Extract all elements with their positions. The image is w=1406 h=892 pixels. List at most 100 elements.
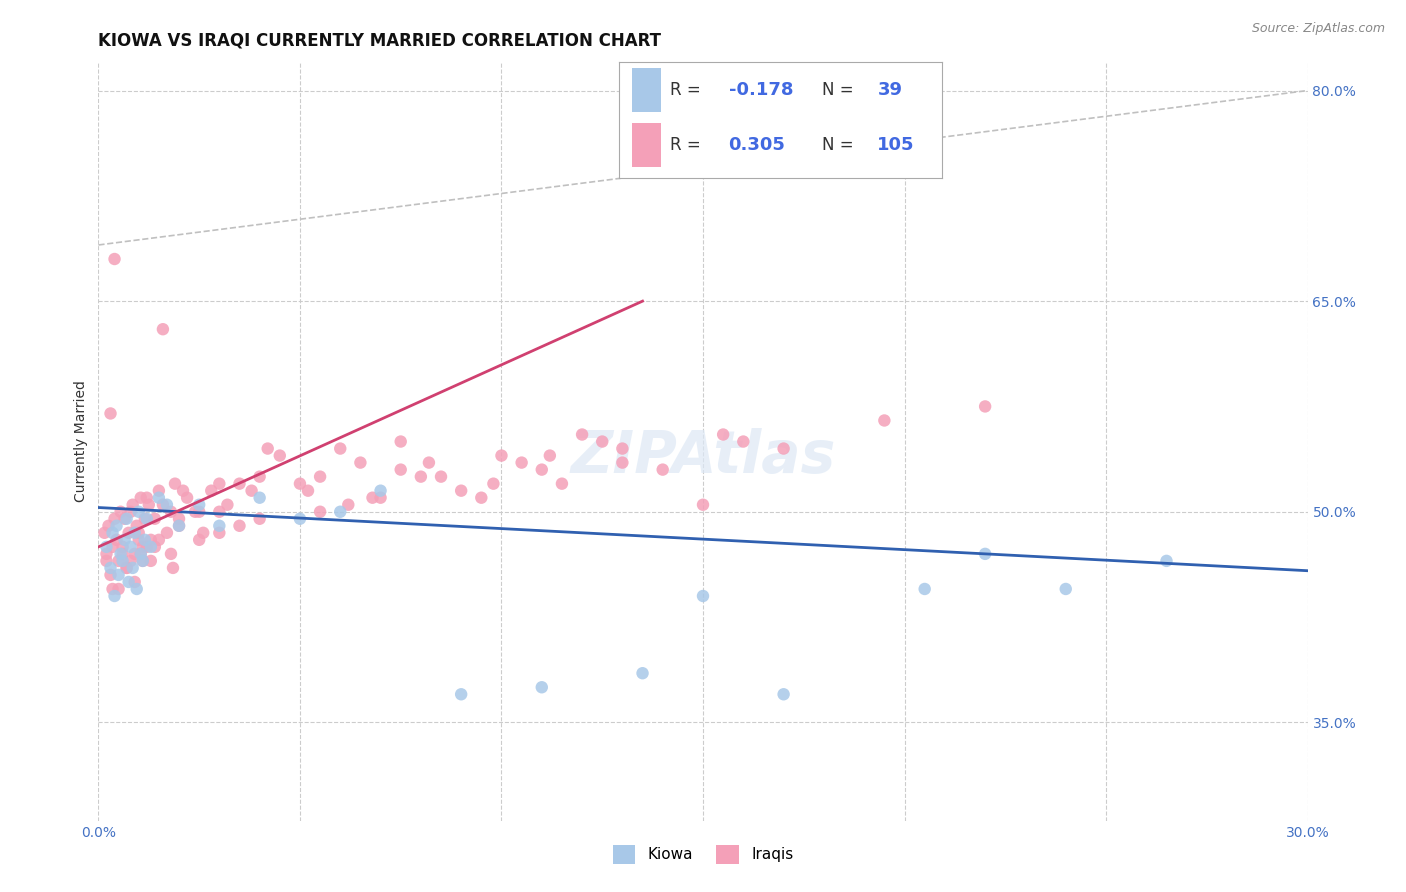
- Point: [132, 554, 155, 568]
- Text: N =: N =: [823, 81, 859, 99]
- Point: [249, 469, 271, 483]
- Point: [129, 547, 152, 561]
- Point: [101, 525, 124, 540]
- Y-axis label: Currently Married: Currently Married: [75, 381, 89, 502]
- Point: [96, 554, 118, 568]
- Point: [125, 582, 148, 596]
- Point: [176, 491, 198, 505]
- Point: [208, 476, 231, 491]
- Point: [135, 540, 157, 554]
- Point: [651, 462, 673, 476]
- Point: [118, 525, 141, 540]
- Text: 0.305: 0.305: [728, 136, 786, 153]
- Point: [100, 407, 122, 421]
- Point: [118, 574, 141, 589]
- Point: [101, 582, 124, 596]
- Point: [132, 554, 155, 568]
- Point: [124, 547, 146, 561]
- Point: [110, 547, 132, 561]
- Text: Source: ZipAtlas.com: Source: ZipAtlas.com: [1251, 22, 1385, 36]
- Point: [200, 483, 222, 498]
- Point: [228, 518, 250, 533]
- Point: [167, 518, 190, 533]
- Point: [297, 483, 319, 498]
- Point: [1156, 554, 1178, 568]
- Point: [129, 547, 152, 561]
- Point: [172, 483, 194, 498]
- Point: [329, 505, 352, 519]
- Point: [361, 491, 384, 505]
- Point: [111, 547, 134, 561]
- Point: [111, 540, 134, 554]
- Point: [115, 512, 138, 526]
- Point: [121, 561, 143, 575]
- Point: [162, 561, 184, 575]
- Point: [389, 462, 412, 476]
- Point: [93, 525, 115, 540]
- Point: [184, 505, 207, 519]
- Point: [409, 469, 432, 483]
- Point: [128, 533, 150, 547]
- Point: [138, 498, 160, 512]
- Point: [692, 498, 714, 512]
- Point: [134, 533, 156, 547]
- Point: [538, 449, 561, 463]
- Text: 39: 39: [877, 81, 903, 99]
- Point: [914, 582, 936, 596]
- Point: [329, 442, 352, 456]
- Point: [389, 434, 412, 449]
- Text: ZIPAtlas: ZIPAtlas: [571, 428, 835, 485]
- Text: R =: R =: [671, 136, 706, 153]
- Point: [772, 687, 794, 701]
- Point: [1054, 582, 1077, 596]
- Point: [692, 589, 714, 603]
- Point: [139, 540, 162, 554]
- Point: [349, 456, 371, 470]
- Point: [772, 442, 794, 456]
- Point: [530, 462, 553, 476]
- Point: [120, 554, 142, 568]
- Point: [167, 512, 190, 526]
- Point: [733, 434, 755, 449]
- Point: [148, 491, 170, 505]
- Point: [430, 469, 453, 483]
- Point: [269, 449, 291, 463]
- Point: [256, 442, 278, 456]
- Point: [551, 476, 574, 491]
- Bar: [631, 68, 661, 112]
- Point: [450, 483, 472, 498]
- Point: [491, 449, 513, 463]
- Point: [111, 554, 134, 568]
- Point: [120, 540, 142, 554]
- Point: [470, 491, 492, 505]
- Point: [128, 525, 150, 540]
- Point: [143, 512, 166, 526]
- Point: [96, 547, 118, 561]
- Point: [129, 491, 152, 505]
- Point: [128, 505, 150, 519]
- Point: [309, 469, 332, 483]
- Point: [105, 533, 128, 547]
- Point: [188, 505, 211, 519]
- Point: [309, 505, 332, 519]
- Point: [873, 413, 896, 427]
- Point: [156, 525, 179, 540]
- Point: [96, 540, 118, 554]
- Text: -0.178: -0.178: [728, 81, 793, 99]
- Point: [100, 568, 122, 582]
- Point: [288, 512, 311, 526]
- Point: [156, 498, 179, 512]
- Point: [188, 498, 211, 512]
- Point: [240, 483, 263, 498]
- Point: [612, 442, 634, 456]
- Point: [450, 687, 472, 701]
- Point: [370, 491, 392, 505]
- Point: [208, 525, 231, 540]
- Point: [249, 491, 271, 505]
- Point: [107, 568, 129, 582]
- Point: [152, 322, 174, 336]
- Point: [148, 483, 170, 498]
- Point: [208, 505, 231, 519]
- Point: [974, 547, 997, 561]
- Point: [167, 518, 190, 533]
